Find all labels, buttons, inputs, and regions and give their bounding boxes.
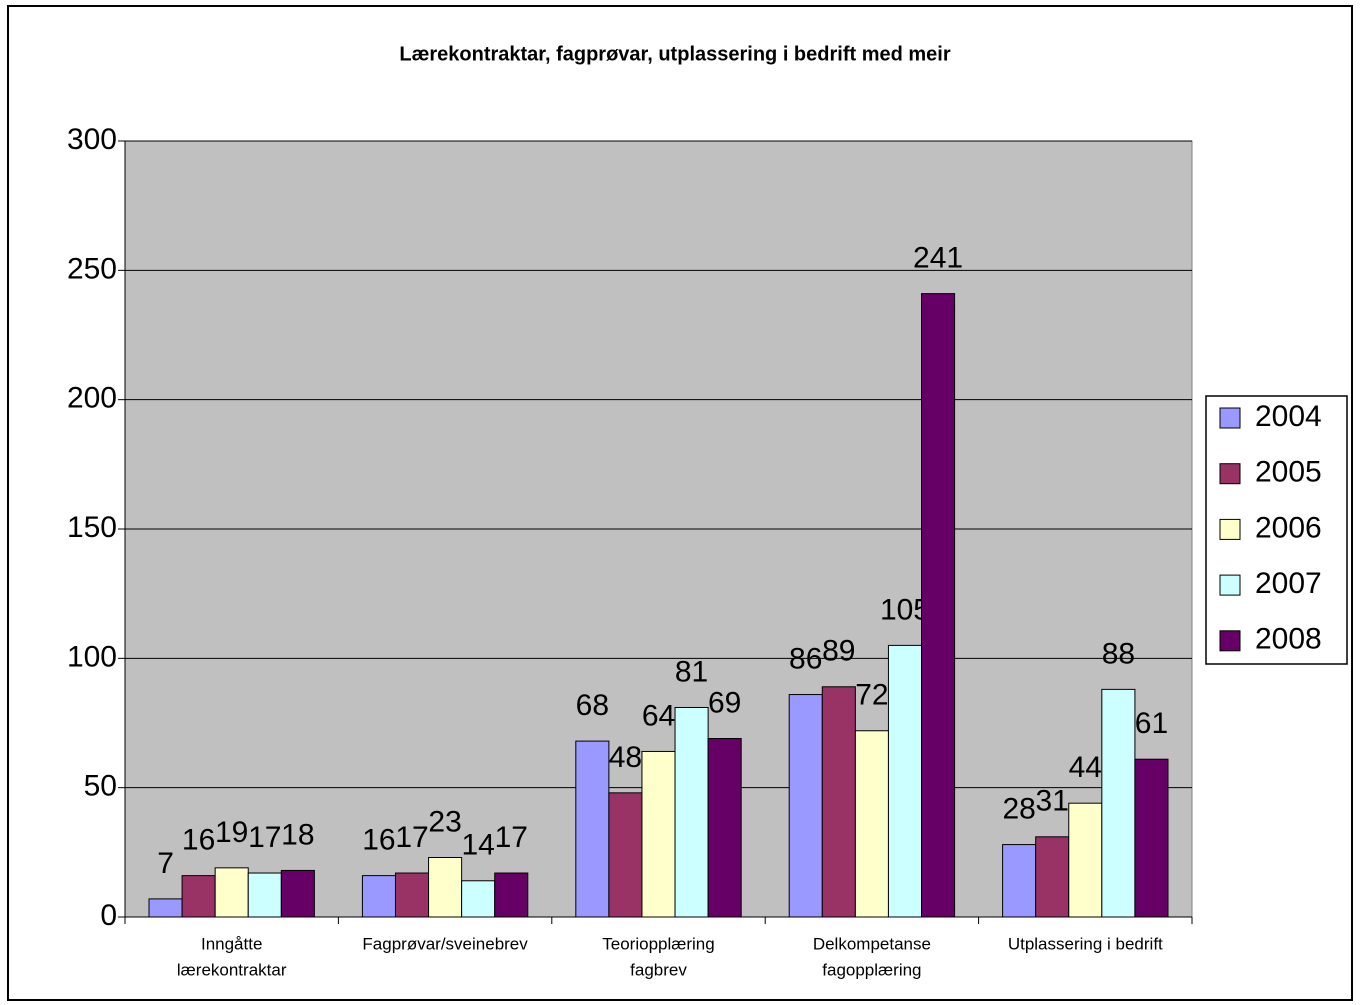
data-label: 64: [642, 699, 675, 732]
data-label: 14: [461, 829, 494, 862]
bar: [674, 706, 709, 918]
bar: [707, 738, 742, 918]
x-tick-label: Fagprøvar/sveinebrev: [362, 934, 528, 953]
bar: [1101, 688, 1136, 918]
legend-swatch: [1219, 463, 1241, 485]
legend-swatch: [1219, 518, 1241, 540]
bar: [280, 869, 315, 918]
data-label: 16: [362, 824, 395, 857]
y-tick-label: 50: [84, 770, 117, 803]
x-tick-label: Teoriopplæring: [602, 934, 714, 953]
data-label: 86: [789, 642, 822, 675]
data-label: 81: [675, 655, 708, 688]
legend-label: 2007: [1255, 567, 1322, 600]
bar: [1002, 844, 1037, 918]
bar: [394, 872, 430, 918]
data-label: 17: [395, 821, 428, 854]
bar: [1035, 836, 1070, 918]
legend-label: 2004: [1255, 400, 1322, 433]
legend-label: 2005: [1255, 456, 1322, 489]
chart-title: Lærekontraktar, fagprøvar, utplassering …: [399, 43, 950, 65]
x-tick-label: Inngåtte: [201, 934, 262, 953]
bar: [494, 872, 529, 918]
bar: [887, 644, 923, 918]
bar: [788, 694, 823, 918]
data-label: 16: [182, 824, 215, 857]
legend-swatch: [1219, 407, 1241, 429]
bar: [1068, 802, 1103, 918]
legend-swatch: [1219, 574, 1241, 596]
bar: [461, 880, 496, 918]
bar: [247, 872, 282, 918]
data-label: 17: [248, 821, 281, 854]
data-label: 28: [1002, 792, 1035, 825]
data-label: 31: [1036, 785, 1069, 818]
data-label: 69: [708, 686, 741, 719]
bar: [428, 857, 463, 918]
data-label: 48: [609, 741, 642, 774]
data-label: 68: [576, 689, 609, 722]
legend-label: 2006: [1255, 511, 1322, 544]
bar: [214, 867, 249, 918]
x-tick-label: lærekontraktar: [177, 960, 287, 979]
legend-label: 2008: [1255, 623, 1322, 656]
data-label: 7: [157, 847, 174, 880]
bar: [821, 686, 856, 918]
data-label: 89: [822, 635, 855, 668]
data-label: 61: [1135, 707, 1168, 740]
data-label: 44: [1069, 751, 1102, 784]
y-tick-label: 300: [67, 123, 117, 156]
bar: [1134, 758, 1169, 918]
bar: [854, 730, 889, 918]
bar: [148, 898, 183, 918]
x-tick-label: fagbrev: [630, 960, 687, 979]
data-label: 18: [281, 818, 314, 851]
legend-swatch: [1219, 630, 1241, 652]
data-label: 72: [855, 679, 888, 712]
x-tick-label: fagopplæring: [822, 960, 921, 979]
data-label: 19: [215, 816, 248, 849]
y-tick-label: 0: [100, 899, 117, 932]
bar: [361, 875, 396, 918]
y-tick-label: 100: [67, 640, 117, 673]
bar: [575, 740, 610, 918]
data-label: 241: [913, 242, 963, 275]
x-tick-label: Delkompetanse: [813, 934, 931, 953]
data-label: 23: [428, 805, 461, 838]
bar: [608, 792, 643, 918]
data-label: 17: [495, 821, 528, 854]
bar: [921, 293, 956, 918]
x-tick-label: Utplassering i bedrift: [1008, 934, 1163, 953]
y-tick-label: 150: [67, 511, 117, 544]
bar: [181, 875, 216, 918]
data-label: 88: [1102, 637, 1135, 670]
legend-box: [1205, 395, 1348, 665]
y-tick-label: 250: [67, 252, 117, 285]
bar: [641, 750, 676, 918]
y-tick-label: 200: [67, 382, 117, 415]
